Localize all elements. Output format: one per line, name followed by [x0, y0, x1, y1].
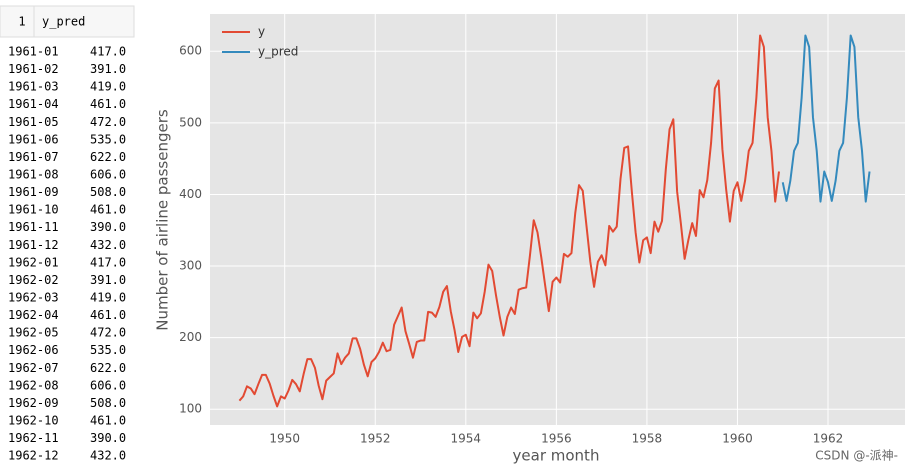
table-value: 606.0 [90, 378, 126, 392]
table-date: 1961-07 [8, 150, 59, 164]
x-tick-label: 1960 [722, 432, 753, 446]
x-tick-label: 1962 [813, 432, 844, 446]
y-tick-label: 600 [179, 44, 202, 58]
table-date: 1961-05 [8, 115, 59, 129]
table-value: 606.0 [90, 167, 126, 181]
table-date: 1962-02 [8, 273, 59, 287]
table-date: 1961-03 [8, 80, 59, 94]
plot-area [210, 14, 905, 425]
watermark: CSDN @-派神- [815, 449, 898, 463]
table-date: 1961-10 [8, 203, 59, 217]
table-value: 508.0 [90, 396, 126, 410]
legend-label: y [258, 25, 265, 39]
table-value: 417.0 [90, 45, 126, 59]
table-value: 508.0 [90, 185, 126, 199]
series-line [781, 34, 871, 203]
table-value: 417.0 [90, 255, 126, 269]
table-value: 390.0 [90, 220, 126, 234]
table-date: 1961-04 [8, 97, 59, 111]
y-tick-label: 100 [179, 402, 202, 416]
table-date: 1962-01 [8, 255, 59, 269]
series-line [238, 34, 780, 408]
table-date: 1962-07 [8, 361, 59, 375]
table-value: 461.0 [90, 97, 126, 111]
table-value: 472.0 [90, 115, 126, 129]
legend-label: y_pred [258, 45, 298, 59]
y-axis-label: Number of airline passengers [154, 109, 172, 331]
table-header-bg [0, 5, 135, 38]
table-value: 461.0 [90, 203, 126, 217]
table-date: 1961-08 [8, 167, 59, 181]
table-value: 535.0 [90, 343, 126, 357]
table-date: 1962-11 [8, 431, 59, 445]
table-date: 1962-10 [8, 413, 59, 427]
x-tick-label: 1958 [632, 432, 663, 446]
y-tick-label: 400 [179, 187, 202, 201]
x-axis-label: year month [513, 447, 600, 465]
table-value: 461.0 [90, 308, 126, 322]
x-tick-label: 1952 [360, 432, 391, 446]
table-value: 432.0 [90, 238, 126, 252]
table-date: 1962-06 [8, 343, 59, 357]
table-date: 1962-03 [8, 290, 59, 304]
table-value: 390.0 [90, 431, 126, 445]
table-value: 391.0 [90, 273, 126, 287]
x-tick-label: 1954 [451, 432, 482, 446]
table-date: 1962-12 [8, 449, 59, 463]
table-date: 1961-11 [8, 220, 59, 234]
table-date: 1961-09 [8, 185, 59, 199]
table-date: 1961-01 [8, 45, 59, 59]
table-value: 535.0 [90, 132, 126, 146]
table-date: 1962-05 [8, 326, 59, 340]
table-value: 622.0 [90, 361, 126, 375]
x-tick-label: 1950 [269, 432, 300, 446]
table-date: 1961-02 [8, 62, 59, 76]
table-value: 432.0 [90, 449, 126, 463]
table-value: 622.0 [90, 150, 126, 164]
table-date: 1962-04 [8, 308, 59, 322]
line-number: 1 [18, 15, 25, 29]
table-value: 391.0 [90, 62, 126, 76]
table-value: 461.0 [90, 413, 126, 427]
table-value: 472.0 [90, 326, 126, 340]
table-value: 419.0 [90, 290, 126, 304]
y-tick-label: 300 [179, 259, 202, 273]
table-header: y_pred [42, 15, 85, 29]
y-tick-label: 200 [179, 330, 202, 344]
table-date: 1962-08 [8, 378, 59, 392]
table-value: 419.0 [90, 80, 126, 94]
x-tick-label: 1956 [541, 432, 572, 446]
table-date: 1961-12 [8, 238, 59, 252]
table-date: 1961-06 [8, 132, 59, 146]
y-tick-label: 500 [179, 115, 202, 129]
table-date: 1962-09 [8, 396, 59, 410]
